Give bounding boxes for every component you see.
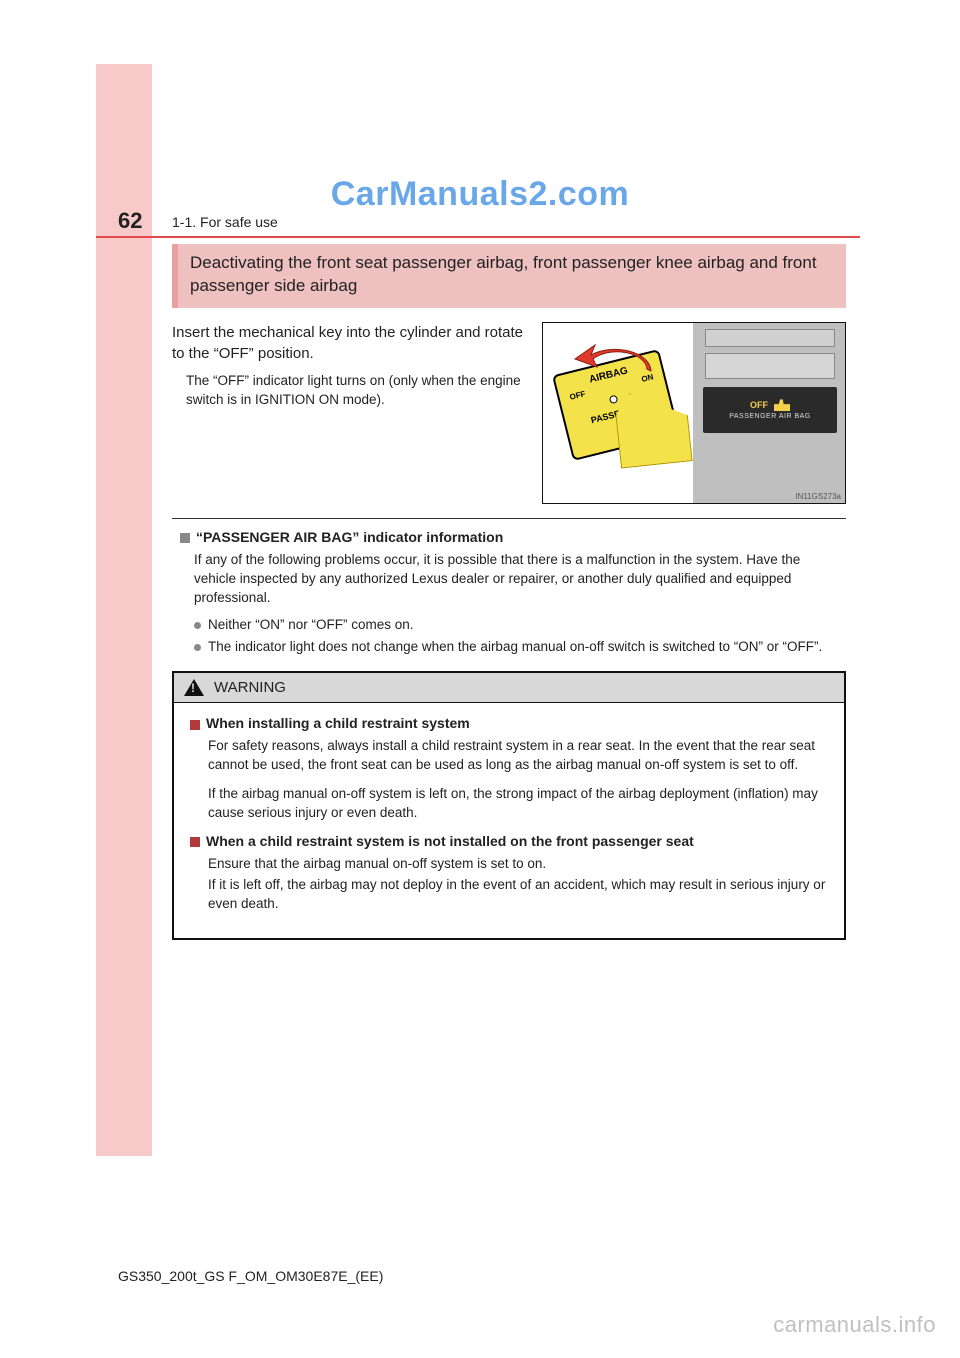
warning-h1-text: When installing a child restraint system xyxy=(206,715,470,731)
watermark-top: CarManuals2.com xyxy=(0,175,960,214)
info-bullet-1: Neither “ON” nor “OFF” comes on. xyxy=(194,616,846,635)
info-body: If any of the following problems occur, … xyxy=(194,551,846,608)
square-bullet-red-icon xyxy=(190,720,200,730)
info-bullet-2: The indicator light does not change when… xyxy=(194,638,846,657)
step-row: Insert the mechanical key into the cylin… xyxy=(172,322,846,504)
dash-indicator-panel: OFF PASSENGER AIR BAG xyxy=(703,387,837,433)
page-number: 62 xyxy=(118,208,142,234)
placard-off: OFF xyxy=(569,389,587,402)
warning-triangle-icon xyxy=(184,679,204,696)
document-code: GS350_200t_GS F_OM_OM30E87E_(EE) xyxy=(118,1268,383,1284)
dash-slot-1 xyxy=(705,329,835,347)
square-bullet-icon xyxy=(180,533,190,543)
warning-body: When installing a child restraint system… xyxy=(174,703,844,937)
info-heading: “PASSENGER AIR BAG” indicator informatio… xyxy=(180,529,846,545)
figure-code: IN11GS273a xyxy=(795,492,841,501)
warning-title: WARNING xyxy=(214,679,286,696)
passenger-seat-icon xyxy=(774,399,790,411)
separator-rule xyxy=(172,518,846,519)
section-path: 1-1. For safe use xyxy=(172,214,278,230)
content-area: Deactivating the front seat passenger ai… xyxy=(172,244,846,940)
figure: AIRBAG OFF ON PASSENGER OFF xyxy=(542,322,846,504)
warning-box: WARNING When installing a child restrain… xyxy=(172,671,846,939)
step-main-text: Insert the mechanical key into the cylin… xyxy=(172,322,530,364)
page: CarManuals2.com 62 1-1. For safe use Dea… xyxy=(0,0,960,1358)
info-heading-text: “PASSENGER AIR BAG” indicator informatio… xyxy=(196,529,503,545)
step-text: Insert the mechanical key into the cylin… xyxy=(172,322,530,504)
warning-body-1b: If the airbag manual on-off system is le… xyxy=(208,785,828,823)
warning-body-1a: For safety reasons, always install a chi… xyxy=(208,737,828,775)
header-rule xyxy=(96,236,860,238)
square-bullet-red-icon xyxy=(190,837,200,847)
dash-slot-2 xyxy=(705,353,835,379)
placard-dial-icon xyxy=(609,394,619,404)
watermark-bottom: carmanuals.info xyxy=(773,1312,936,1338)
warning-header: WARNING xyxy=(174,673,844,703)
rotate-arrow-icon xyxy=(573,341,661,383)
section-band: Deactivating the front seat passenger ai… xyxy=(172,244,846,308)
warning-h2-text: When a child restraint system is not ins… xyxy=(206,833,694,849)
warning-body-2b: If it is left off, the airbag may not de… xyxy=(208,876,828,914)
warning-heading-1: When installing a child restraint system xyxy=(190,715,828,731)
warning-body-2a: Ensure that the airbag manual on-off sys… xyxy=(208,855,828,874)
dash-text: PASSENGER AIR BAG xyxy=(729,413,811,420)
warning-heading-2: When a child restraint system is not ins… xyxy=(190,833,828,849)
dash-off-label: OFF xyxy=(750,400,768,410)
step-sub-text: The “OFF” indicator light turns on (only… xyxy=(186,372,530,410)
